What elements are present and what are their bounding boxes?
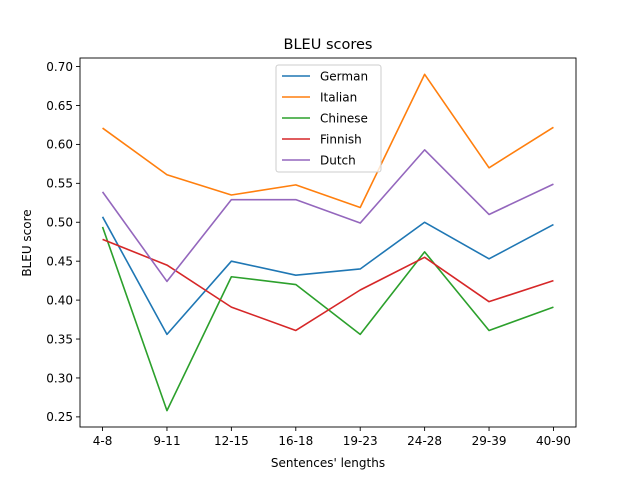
y-tick-label: 0.40 <box>46 293 73 307</box>
x-tick-label: 4-8 <box>93 434 113 448</box>
legend-label-chinese: Chinese <box>320 112 368 126</box>
y-tick-label: 0.50 <box>46 216 73 230</box>
plot-frame <box>79 57 577 428</box>
x-tick-label: 16-18 <box>278 434 313 448</box>
series-line-italian <box>102 73 554 209</box>
x-tick-label: 24-28 <box>407 434 442 448</box>
legend: German Italian Chinese Finnish Dutch <box>275 64 382 173</box>
y-tick-label: 0.65 <box>46 99 73 113</box>
legend-label-dutch: Dutch <box>320 154 356 168</box>
legend-label-german: German <box>320 70 368 84</box>
y-tick-label: 0.35 <box>46 332 73 346</box>
series-layer <box>101 73 554 412</box>
legend-label-italian: Italian <box>320 91 357 105</box>
y-tick-label: 0.45 <box>46 254 73 268</box>
axes-layer: 4-8 9-11 12-15 16-18 19-23 24-28 29-39 40-90 0.2… <box>46 57 577 448</box>
series-line-dutch <box>101 149 554 283</box>
y-axis-label: BLEU score <box>20 209 34 276</box>
x-tick-label: 19-23 <box>343 434 378 448</box>
y-tick-label: 0.25 <box>46 410 73 424</box>
legend-box <box>275 64 382 173</box>
x-tick-label: 29-39 <box>472 434 507 448</box>
x-tick-label: 9-11 <box>153 434 180 448</box>
x-tick-label: 12-15 <box>214 434 249 448</box>
chart-title: BLEU scores <box>284 37 373 53</box>
legend-label-finnish: Finnish <box>320 133 362 147</box>
y-tick-label: 0.55 <box>46 177 73 191</box>
y-tick-label: 0.60 <box>46 138 73 152</box>
series-line-german <box>101 216 554 336</box>
x-tick-label: 40-90 <box>536 434 571 448</box>
y-tick-label: 0.70 <box>46 60 73 74</box>
series-line-finnish <box>102 238 554 332</box>
x-axis-label: Sentences' lengths <box>271 456 385 470</box>
y-tick-label: 0.30 <box>46 371 73 385</box>
